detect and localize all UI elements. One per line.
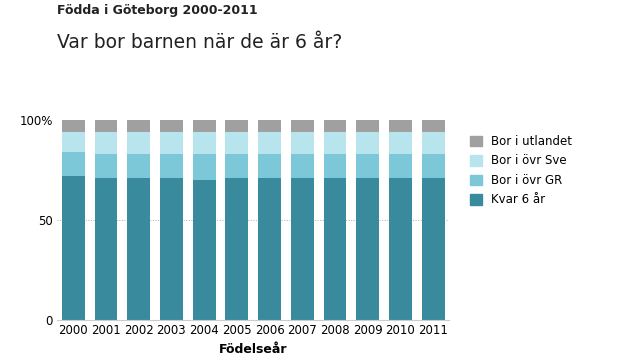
Bar (323, 178, 346, 320)
Bar (258, 120, 281, 132)
Bar (356, 132, 379, 154)
Bar (291, 178, 314, 320)
Bar (356, 120, 379, 132)
Bar (225, 120, 248, 132)
Bar (127, 178, 150, 320)
Bar (389, 178, 412, 320)
Bar (422, 178, 444, 320)
Bar (127, 154, 150, 178)
Bar (62, 176, 85, 320)
Bar (94, 120, 118, 132)
Text: Var bor barnen när de är 6 år?: Var bor barnen när de är 6 år? (57, 33, 342, 52)
Bar (94, 178, 118, 320)
Bar (225, 154, 248, 178)
Bar (62, 120, 85, 132)
Bar (192, 120, 216, 132)
Text: Födda i Göteborg 2000-2011: Födda i Göteborg 2000-2011 (57, 4, 258, 17)
Bar (192, 154, 216, 180)
Bar (127, 132, 150, 154)
Bar (389, 120, 412, 132)
Bar (389, 154, 412, 178)
Bar (160, 178, 183, 320)
Bar (160, 154, 183, 178)
Bar (62, 152, 85, 176)
Bar (356, 154, 379, 178)
Bar (323, 154, 346, 178)
Bar (192, 132, 216, 154)
Bar (422, 120, 444, 132)
Bar (160, 132, 183, 154)
Bar (323, 120, 346, 132)
Bar (323, 132, 346, 154)
Bar (225, 178, 248, 320)
Bar (422, 154, 444, 178)
Bar (160, 120, 183, 132)
X-axis label: Födelseår: Födelseår (219, 343, 287, 356)
Bar (94, 132, 118, 154)
Legend: Bor i utlandet, Bor i övr Sve, Bor i övr GR, Kvar 6 år: Bor i utlandet, Bor i övr Sve, Bor i övr… (465, 130, 577, 211)
Bar (291, 132, 314, 154)
Bar (94, 154, 118, 178)
Bar (258, 132, 281, 154)
Bar (291, 154, 314, 178)
Bar (258, 154, 281, 178)
Bar (127, 120, 150, 132)
Bar (422, 132, 444, 154)
Bar (192, 180, 216, 320)
Bar (225, 132, 248, 154)
Bar (62, 132, 85, 152)
Bar (389, 132, 412, 154)
Bar (291, 120, 314, 132)
Bar (356, 178, 379, 320)
Bar (258, 178, 281, 320)
